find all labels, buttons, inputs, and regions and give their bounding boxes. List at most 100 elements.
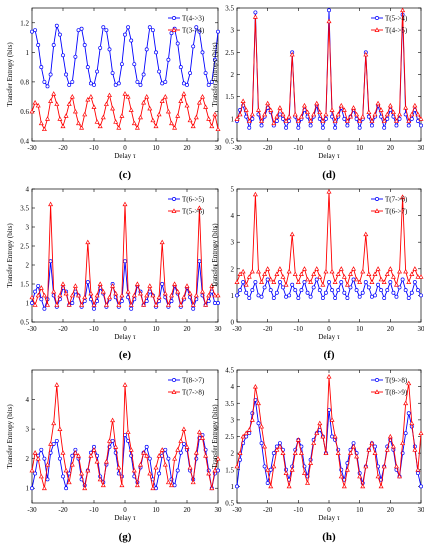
data-point — [66, 101, 72, 106]
data-point — [212, 292, 218, 298]
data-point — [256, 421, 261, 426]
data-point — [138, 461, 143, 467]
data-point — [113, 290, 119, 296]
data-point — [330, 288, 335, 293]
data-point — [193, 292, 199, 298]
data-point — [42, 456, 47, 461]
data-point — [246, 118, 252, 123]
data-point — [138, 290, 143, 296]
data-point — [100, 288, 106, 294]
data-point — [418, 116, 424, 121]
data-point — [412, 280, 417, 285]
data-point — [156, 111, 162, 117]
data-point — [271, 120, 277, 126]
data-point — [206, 116, 212, 121]
data-point — [268, 483, 274, 489]
y-tick-label: 1 — [26, 300, 30, 308]
y-tick-label: 2 — [231, 71, 235, 79]
chart-panel: -30 -20 -10 0 10 20 30 0.4 0.6 0.8 1 1.2 Delay τ Tran… — [6, 7, 222, 181]
data-point — [94, 292, 100, 298]
data-point — [412, 266, 418, 271]
data-point — [246, 274, 252, 279]
panel-label: (h) — [322, 531, 336, 543]
data-point — [209, 123, 215, 129]
data-point — [335, 450, 341, 455]
data-point — [326, 374, 332, 379]
y-tick-label: 4.5 — [225, 367, 234, 375]
data-point — [85, 239, 91, 245]
y-tick-label: 4 — [231, 212, 235, 220]
data-point — [250, 288, 255, 293]
data-point — [125, 429, 131, 434]
data-point — [79, 302, 85, 307]
data-point — [237, 111, 243, 117]
data-point — [268, 467, 273, 472]
data-point — [61, 474, 65, 479]
x-tick-label: 10 — [356, 325, 364, 333]
data-point — [323, 450, 329, 455]
data-point — [147, 456, 152, 461]
data-point — [385, 288, 390, 293]
data-point — [119, 482, 125, 488]
data-point — [329, 268, 335, 274]
data-point — [308, 294, 313, 299]
data-point — [36, 42, 41, 47]
data-point — [347, 271, 353, 276]
series-line — [31, 433, 219, 490]
data-point — [277, 266, 283, 271]
data-point — [354, 288, 359, 293]
data-point — [190, 123, 196, 129]
legend-marker — [172, 16, 176, 20]
data-point — [159, 98, 165, 103]
data-point — [357, 294, 362, 299]
data-point — [247, 125, 252, 130]
data-point — [268, 107, 274, 112]
data-point — [101, 25, 106, 30]
data-point — [41, 292, 47, 298]
data-point — [165, 479, 171, 485]
chart-panel: -30 -20 -10 0 10 20 30 1 2 3 4 Delay τ Transfer Entr… — [6, 369, 222, 543]
series-line — [236, 399, 422, 487]
y-tick-label: 3.5 — [225, 400, 234, 408]
data-point — [153, 302, 159, 307]
data-point — [138, 114, 143, 120]
data-point — [338, 266, 344, 271]
data-point — [64, 72, 69, 77]
data-point — [128, 447, 134, 452]
data-point — [107, 294, 112, 300]
data-point — [406, 296, 411, 301]
data-point — [265, 277, 270, 282]
data-point — [200, 288, 205, 294]
data-point — [41, 126, 47, 132]
data-point — [419, 484, 423, 489]
x-tick-label: -20 — [263, 506, 273, 514]
data-point — [347, 450, 353, 455]
data-point — [360, 268, 366, 274]
panel-label: (f) — [324, 349, 335, 361]
data-point — [203, 71, 208, 75]
data-point — [187, 117, 193, 123]
data-point — [393, 118, 399, 123]
y-axis-label: Transfer Entropy (bits) — [6, 223, 14, 288]
data-point — [51, 91, 57, 96]
data-point — [181, 294, 187, 300]
data-point — [286, 268, 292, 274]
data-point — [125, 288, 131, 294]
data-point — [128, 107, 134, 112]
data-point — [169, 482, 174, 488]
data-point — [129, 306, 134, 311]
data-point — [335, 111, 341, 117]
data-point — [144, 292, 150, 298]
data-point — [123, 32, 127, 37]
data-point — [134, 482, 140, 488]
x-tick-label: 20 — [184, 325, 192, 333]
data-point — [299, 288, 304, 293]
legend-label: T(5->4) — [385, 15, 408, 23]
data-point — [357, 279, 363, 284]
data-point — [92, 82, 96, 87]
x-tick-label: -30 — [232, 506, 242, 514]
data-point — [144, 444, 149, 449]
data-point — [253, 10, 258, 15]
data-point — [129, 38, 134, 43]
data-point — [234, 463, 240, 469]
